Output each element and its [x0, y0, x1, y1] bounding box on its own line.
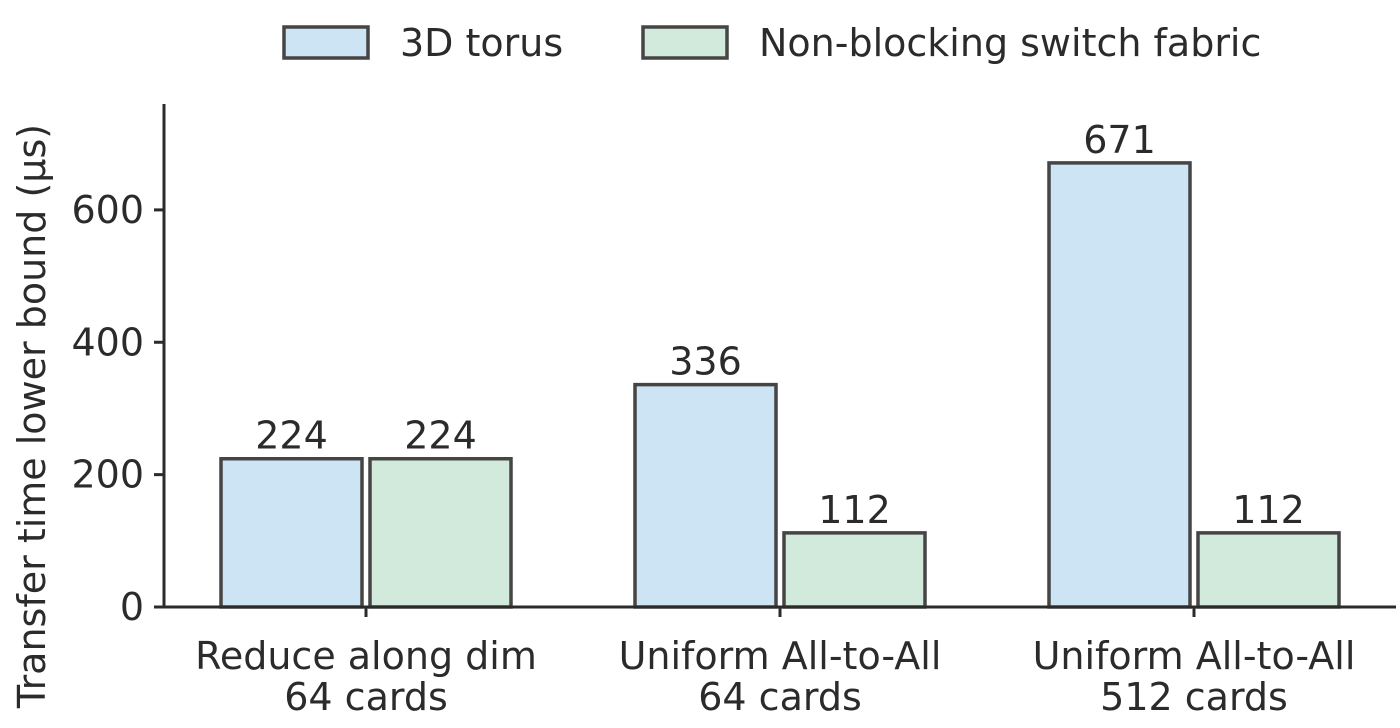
- legend: 3D torus Non-blocking switch fabric: [282, 21, 1261, 65]
- bar: [219, 456, 364, 609]
- y-axis-title: Transfer time lower bound (µs): [10, 124, 54, 709]
- bar-value-label: 112: [818, 488, 891, 532]
- y-axis-ticks: 0 200 400 600: [71, 188, 164, 629]
- y-tick-label: 200: [71, 453, 144, 497]
- legend-label: 3D torus: [400, 21, 563, 65]
- bar-value-label: 224: [255, 414, 328, 458]
- bar-value-label: 671: [1083, 118, 1156, 162]
- x-category-label: 512 cards: [1100, 675, 1288, 719]
- x-category-label: 64 cards: [698, 675, 862, 719]
- x-category-label: Uniform All-to-All: [1033, 634, 1356, 678]
- y-tick-label: 400: [71, 320, 144, 364]
- bar: [1196, 531, 1341, 609]
- legend-swatch: [282, 25, 370, 60]
- bars: 224 224 336 112 671 112: [219, 118, 1341, 609]
- y-tick-label: 600: [71, 188, 144, 232]
- bar-value-label: 224: [404, 414, 477, 458]
- bar: [782, 531, 927, 609]
- bar: [633, 382, 778, 609]
- legend-swatch: [641, 25, 729, 60]
- x-category-label: 64 cards: [284, 675, 448, 719]
- legend-label: Non-blocking switch fabric: [759, 21, 1261, 65]
- x-category-label: Reduce along dim: [195, 634, 537, 678]
- bar: [1047, 161, 1192, 609]
- y-tick-label: 0: [120, 585, 144, 629]
- bar-value-label: 336: [669, 340, 742, 384]
- bar-value-label: 112: [1232, 488, 1305, 532]
- x-category-label: Uniform All-to-All: [619, 634, 942, 678]
- bar: [368, 456, 513, 609]
